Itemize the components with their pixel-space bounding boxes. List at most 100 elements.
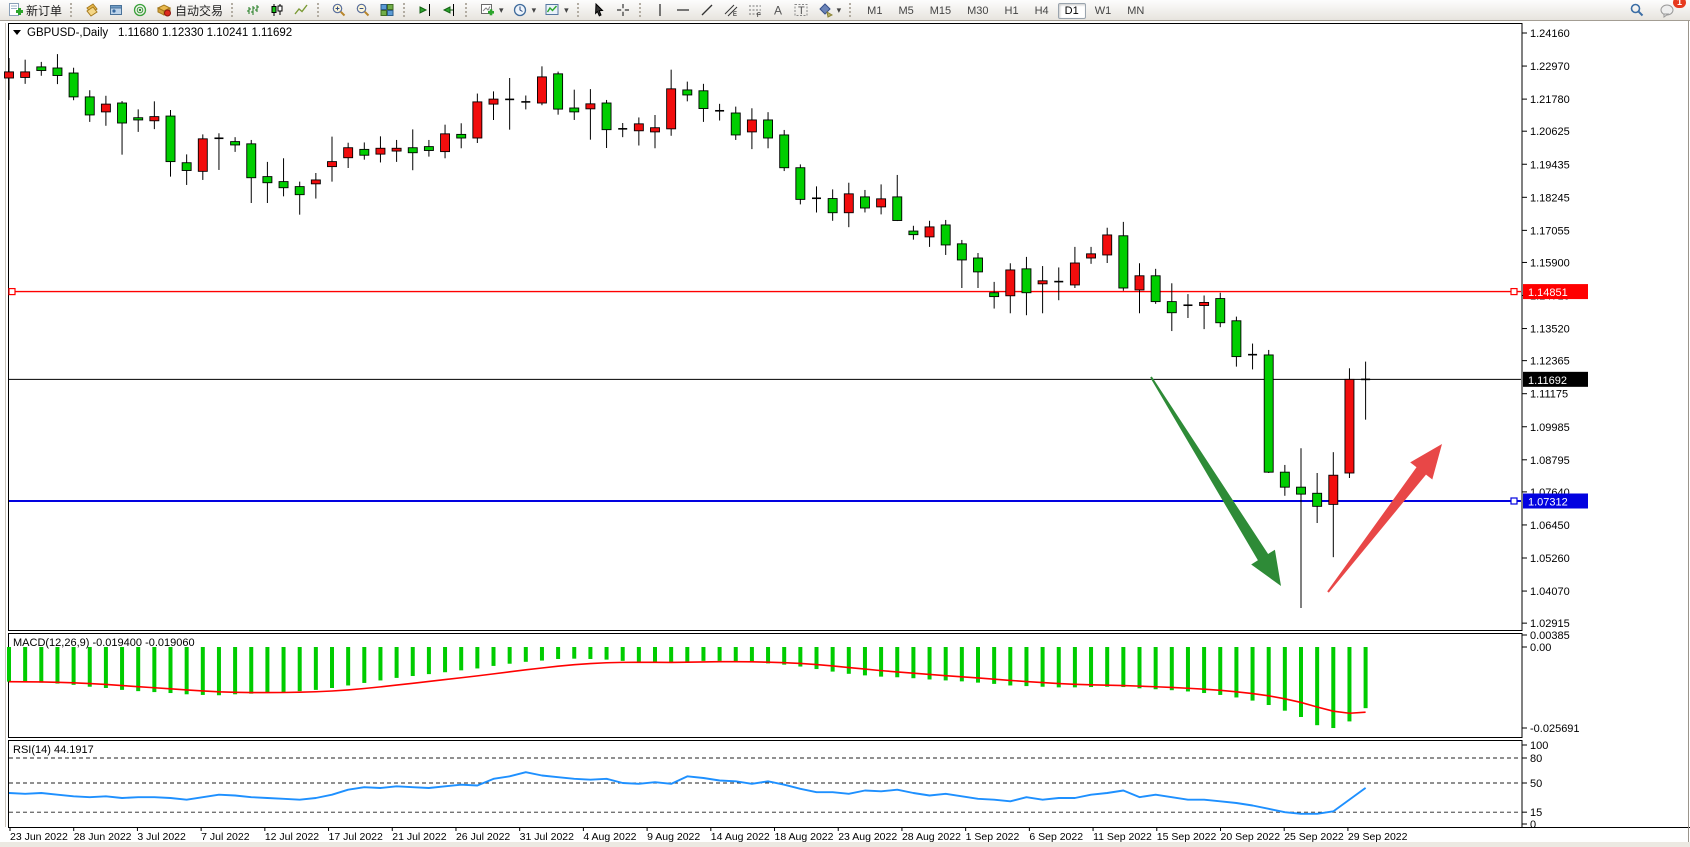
auto-scroll-button[interactable]: [437, 0, 461, 20]
time-tick-label: 14 Aug 2022: [711, 831, 770, 842]
vertical-line-tool-button[interactable]: [649, 0, 671, 20]
candle-up: [310, 179, 321, 185]
channel-tool-button[interactable]: E: [719, 0, 743, 20]
tile-windows-button[interactable]: [375, 0, 399, 20]
macd-histogram-bar: [846, 647, 851, 674]
chart-window[interactable]: 1.24160 1.22970 1.21780 1.20625 1.19435 1.182…: [0, 21, 1690, 843]
timeframe-group: M1 M5 M15 M30 H1 H4 D1 W1 MN: [859, 1, 1152, 19]
toolbar-grip: [638, 3, 645, 17]
macd-histogram-bar: [943, 647, 948, 681]
candle-up: [843, 193, 854, 214]
price-tick-label: 1.21780: [1530, 94, 1570, 106]
time-tick-label: 28 Aug 2022: [902, 831, 961, 842]
line-chart-icon: [294, 4, 308, 15]
candle-down: [456, 133, 467, 139]
candle-down: [601, 102, 612, 131]
timeframe-button-M5[interactable]: M5: [898, 5, 914, 17]
timeframe-button-M15[interactable]: M15: [929, 5, 952, 17]
candle-up: [633, 123, 644, 132]
chat-bubble-icon: [1660, 4, 1674, 18]
macd-histogram-bar: [911, 647, 916, 679]
macd-histogram-bar: [1347, 647, 1352, 722]
price-tick-label: 1.05260: [1530, 553, 1570, 565]
candle-up: [666, 88, 677, 130]
periods-button[interactable]: [508, 0, 541, 20]
candle-up: [585, 103, 596, 110]
cursor-icon: [594, 2, 604, 17]
down-trend-arrow[interactable]: [1150, 376, 1281, 587]
macd-histogram-bar: [879, 647, 884, 677]
candle-down: [84, 96, 95, 116]
timeframe-button-M1[interactable]: M1: [867, 5, 883, 17]
notifications-button[interactable]: 1: [1655, 0, 1686, 20]
candlestick-mode-button[interactable]: [265, 0, 289, 20]
macd-histogram-bar: [87, 647, 92, 687]
navigator-button[interactable]: [104, 0, 128, 20]
candle-up: [1069, 262, 1080, 286]
indicators-button[interactable]: [540, 0, 573, 20]
timeframe-button-H4[interactable]: H4: [1034, 5, 1049, 17]
resistance-line-handle[interactable]: [1510, 287, 1518, 296]
toolbar-grip: [231, 3, 237, 17]
line-chart-mode-button[interactable]: [289, 0, 313, 20]
candle-up: [924, 226, 935, 238]
bar-chart-mode-button[interactable]: [241, 0, 265, 20]
toolbar-grip: [70, 3, 76, 17]
support-line-handle[interactable]: [1510, 497, 1518, 505]
candle-down: [779, 134, 790, 169]
label-tool-button[interactable]: T: [789, 0, 813, 20]
time-tick-label: 17 Jul 2022: [329, 831, 383, 842]
macd-signal-line: [8, 660, 1366, 715]
zoom-out-button[interactable]: [351, 0, 375, 20]
candlestick-icon: [271, 4, 283, 16]
svg-text:A: A: [774, 4, 782, 18]
timeframe-button-MN[interactable]: MN: [1127, 5, 1145, 17]
arrows-tool-button[interactable]: [813, 0, 846, 20]
time-tick-label: 15 Sep 2022: [1157, 831, 1217, 842]
macd-histogram-bar: [895, 647, 900, 678]
toolbar-grip: [576, 3, 583, 17]
candle-up: [876, 198, 887, 208]
timeframe-button-H1[interactable]: H1: [1004, 5, 1019, 17]
horizontal-line-tool-button[interactable]: [671, 0, 695, 20]
macd-histogram-bar: [927, 647, 932, 680]
candle-up: [472, 101, 483, 139]
macd-histogram-bar: [410, 647, 415, 677]
cursor-tool-button[interactable]: [587, 0, 611, 20]
crosshair-tool-button[interactable]: [611, 0, 635, 20]
timeframe-button-W1[interactable]: W1: [1094, 5, 1112, 17]
timeframe-button-D1[interactable]: D1: [1057, 3, 1086, 19]
chart-shift-button[interactable]: [413, 0, 437, 20]
macd-histogram-bar: [685, 647, 690, 662]
symbol-dropdown-icon[interactable]: [13, 30, 21, 35]
candle-up: [537, 76, 547, 104]
candle-down: [1150, 275, 1161, 303]
search-button[interactable]: [1625, 0, 1649, 20]
macd-histogram-bar: [830, 647, 835, 672]
data-window-button[interactable]: [80, 0, 104, 20]
trendline-tool-button[interactable]: [695, 0, 719, 20]
auto-trading-button[interactable]: 自动交易: [152, 0, 227, 20]
macd-histogram-bar: [1315, 647, 1320, 726]
macd-histogram-bar: [330, 647, 334, 688]
signals-button[interactable]: [128, 0, 152, 20]
rsi-line: [8, 771, 1367, 815]
zoom-in-button[interactable]: [327, 0, 351, 20]
navigator-icon: [110, 5, 123, 15]
timeframe-button-M30[interactable]: M30: [967, 5, 989, 17]
new-order-button[interactable]: 新订单: [3, 0, 66, 20]
fibonacci-tool-button[interactable]: F: [743, 0, 767, 20]
up-trend-arrow[interactable]: [1327, 444, 1442, 593]
candle-down: [860, 196, 870, 209]
text-tool-button[interactable]: A: [767, 0, 789, 20]
price-chart[interactable]: 1.24160 1.22970 1.21780 1.20625 1.19435 1.182…: [0, 21, 1690, 843]
vertical-line-icon: [658, 4, 661, 16]
candle-up: [1134, 275, 1145, 291]
resistance-line-handle[interactable]: [8, 287, 16, 296]
macd-histogram-bar: [1008, 647, 1013, 686]
zoom-in-icon: [332, 3, 346, 17]
macd-histogram-bar: [103, 647, 108, 688]
new-chart-button[interactable]: [475, 0, 508, 20]
candle-down: [763, 119, 773, 139]
auto-trading-label: 自动交易: [175, 3, 224, 18]
